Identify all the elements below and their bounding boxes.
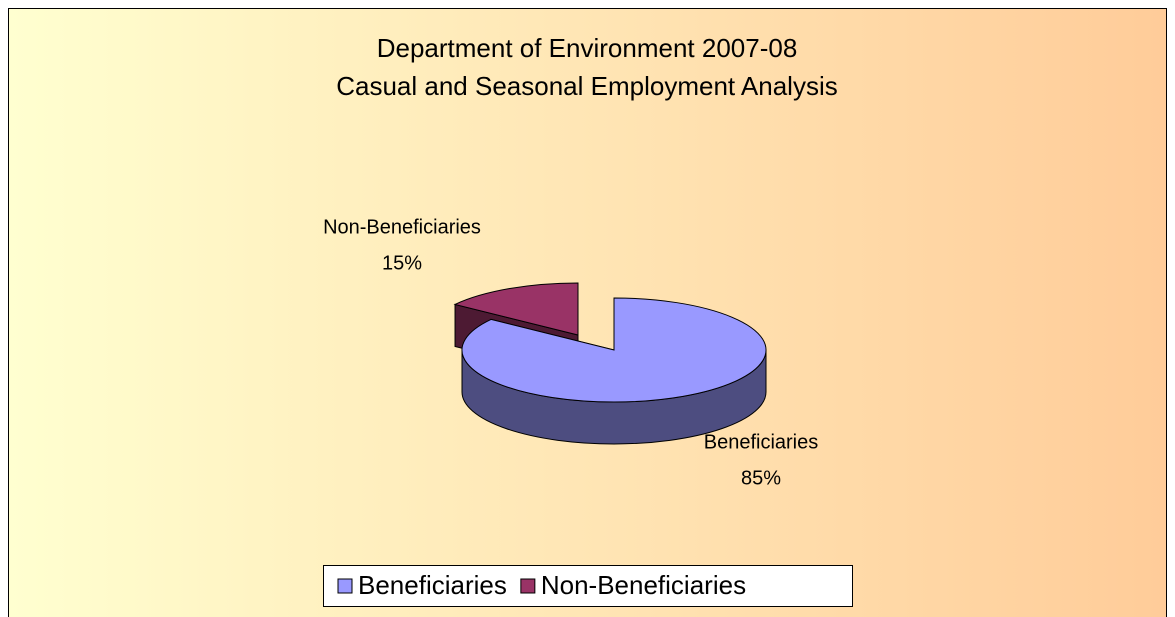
chart-title: Department of Environment 2007-08 xyxy=(377,33,798,63)
chart-subtitle: Casual and Seasonal Employment Analysis xyxy=(336,71,838,101)
data-label-name: Non-Beneficiaries xyxy=(323,216,481,238)
legend-label: Beneficiaries xyxy=(358,570,507,600)
slice xyxy=(453,282,579,336)
data-label-value: 15% xyxy=(382,252,422,274)
slice xyxy=(461,297,767,403)
data-label-name: Beneficiaries xyxy=(704,431,819,453)
legend-swatch xyxy=(337,578,353,594)
data-label-value: 85% xyxy=(741,467,781,489)
legend: Beneficiaries Non-Beneficiaries xyxy=(323,565,853,607)
chart-area xyxy=(8,8,1167,617)
legend-swatch xyxy=(520,578,536,594)
legend-label: Non-Beneficiaries xyxy=(541,570,746,600)
legend-box xyxy=(323,565,853,607)
pie: Beneficiaries 85% Non-Beneficiaries 15% xyxy=(323,216,818,489)
